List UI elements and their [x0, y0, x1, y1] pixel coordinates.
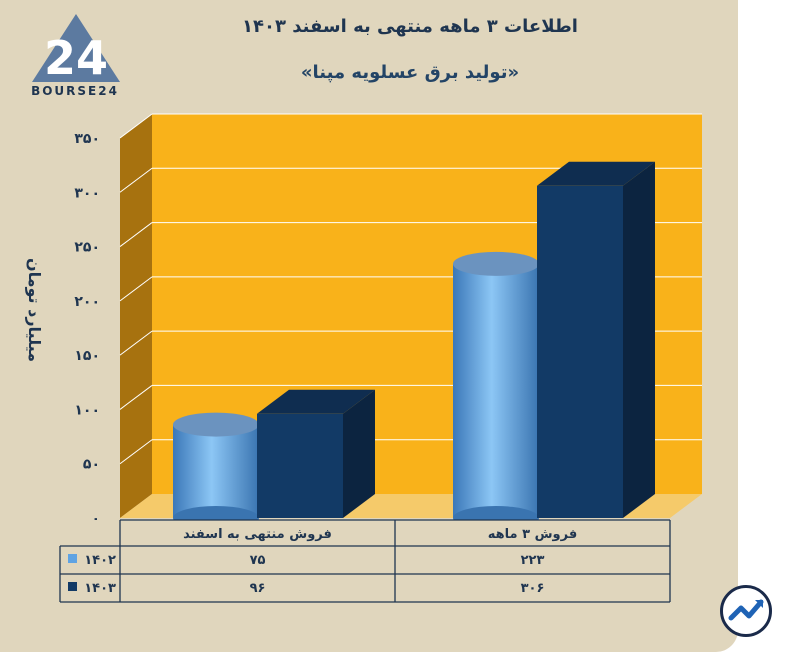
gridline-side	[119, 276, 153, 302]
trend-badge	[720, 585, 772, 637]
bar-1402-top	[453, 251, 539, 276]
table-value: ۹۶	[250, 581, 266, 596]
table-value: ۲۲۳	[521, 553, 545, 568]
gridline-side	[119, 222, 153, 247]
chart-subtitle: «تولید برق عسلویه مپنا»	[300, 62, 520, 83]
data-table-bg	[60, 520, 670, 602]
plot-side-wall	[120, 114, 152, 518]
bar-1403-side	[343, 389, 375, 518]
table-category-label: فروش منتهی به اسفند	[183, 527, 332, 542]
y-tick-label: ۰	[91, 511, 100, 527]
bar-1403	[537, 185, 623, 518]
gridline-side	[119, 439, 153, 465]
gridline-side	[119, 385, 153, 410]
bar-1403	[257, 413, 343, 518]
gridline-side	[119, 167, 153, 193]
bar-1403-top	[537, 161, 655, 186]
gridline-side	[119, 330, 153, 356]
y-tick-label: ۳۵۰	[74, 131, 100, 147]
y-tick-label: ۵۰	[83, 457, 100, 473]
table-value: ۳۰۶	[521, 581, 545, 596]
trend-icon	[728, 599, 764, 621]
y-tick-label: ۲۰۰	[74, 294, 100, 310]
y-tick-label: ۱۵۰	[74, 348, 100, 364]
legend-series-name: ۱۴۰۲	[84, 553, 116, 568]
chart-title: اطلاعات ۳ ماهه منتهی به اسفند ۱۴۰۳	[242, 16, 578, 37]
gridline-side	[119, 113, 153, 139]
bar-1402	[453, 263, 539, 518]
y-tick-label: ۲۵۰	[74, 240, 100, 256]
legend-swatch	[68, 554, 77, 563]
bourse24-logo: 24	[28, 10, 124, 100]
table-category-label: فروش ۳ ماهه	[488, 527, 577, 542]
brand-name: BOURSE24	[31, 84, 119, 98]
logo-number: 24	[44, 31, 108, 85]
bar-1403-side	[623, 161, 655, 518]
bar-1403-top	[257, 389, 375, 414]
table-value: ۷۵	[250, 553, 266, 568]
y-tick-label: ۳۰۰	[74, 185, 100, 201]
legend-swatch	[68, 582, 77, 591]
y-tick-label: ۱۰۰	[74, 402, 100, 418]
legend-series-name: ۱۴۰۳	[84, 581, 116, 596]
bar-1402-top	[173, 412, 259, 437]
bar-1402	[173, 424, 259, 518]
